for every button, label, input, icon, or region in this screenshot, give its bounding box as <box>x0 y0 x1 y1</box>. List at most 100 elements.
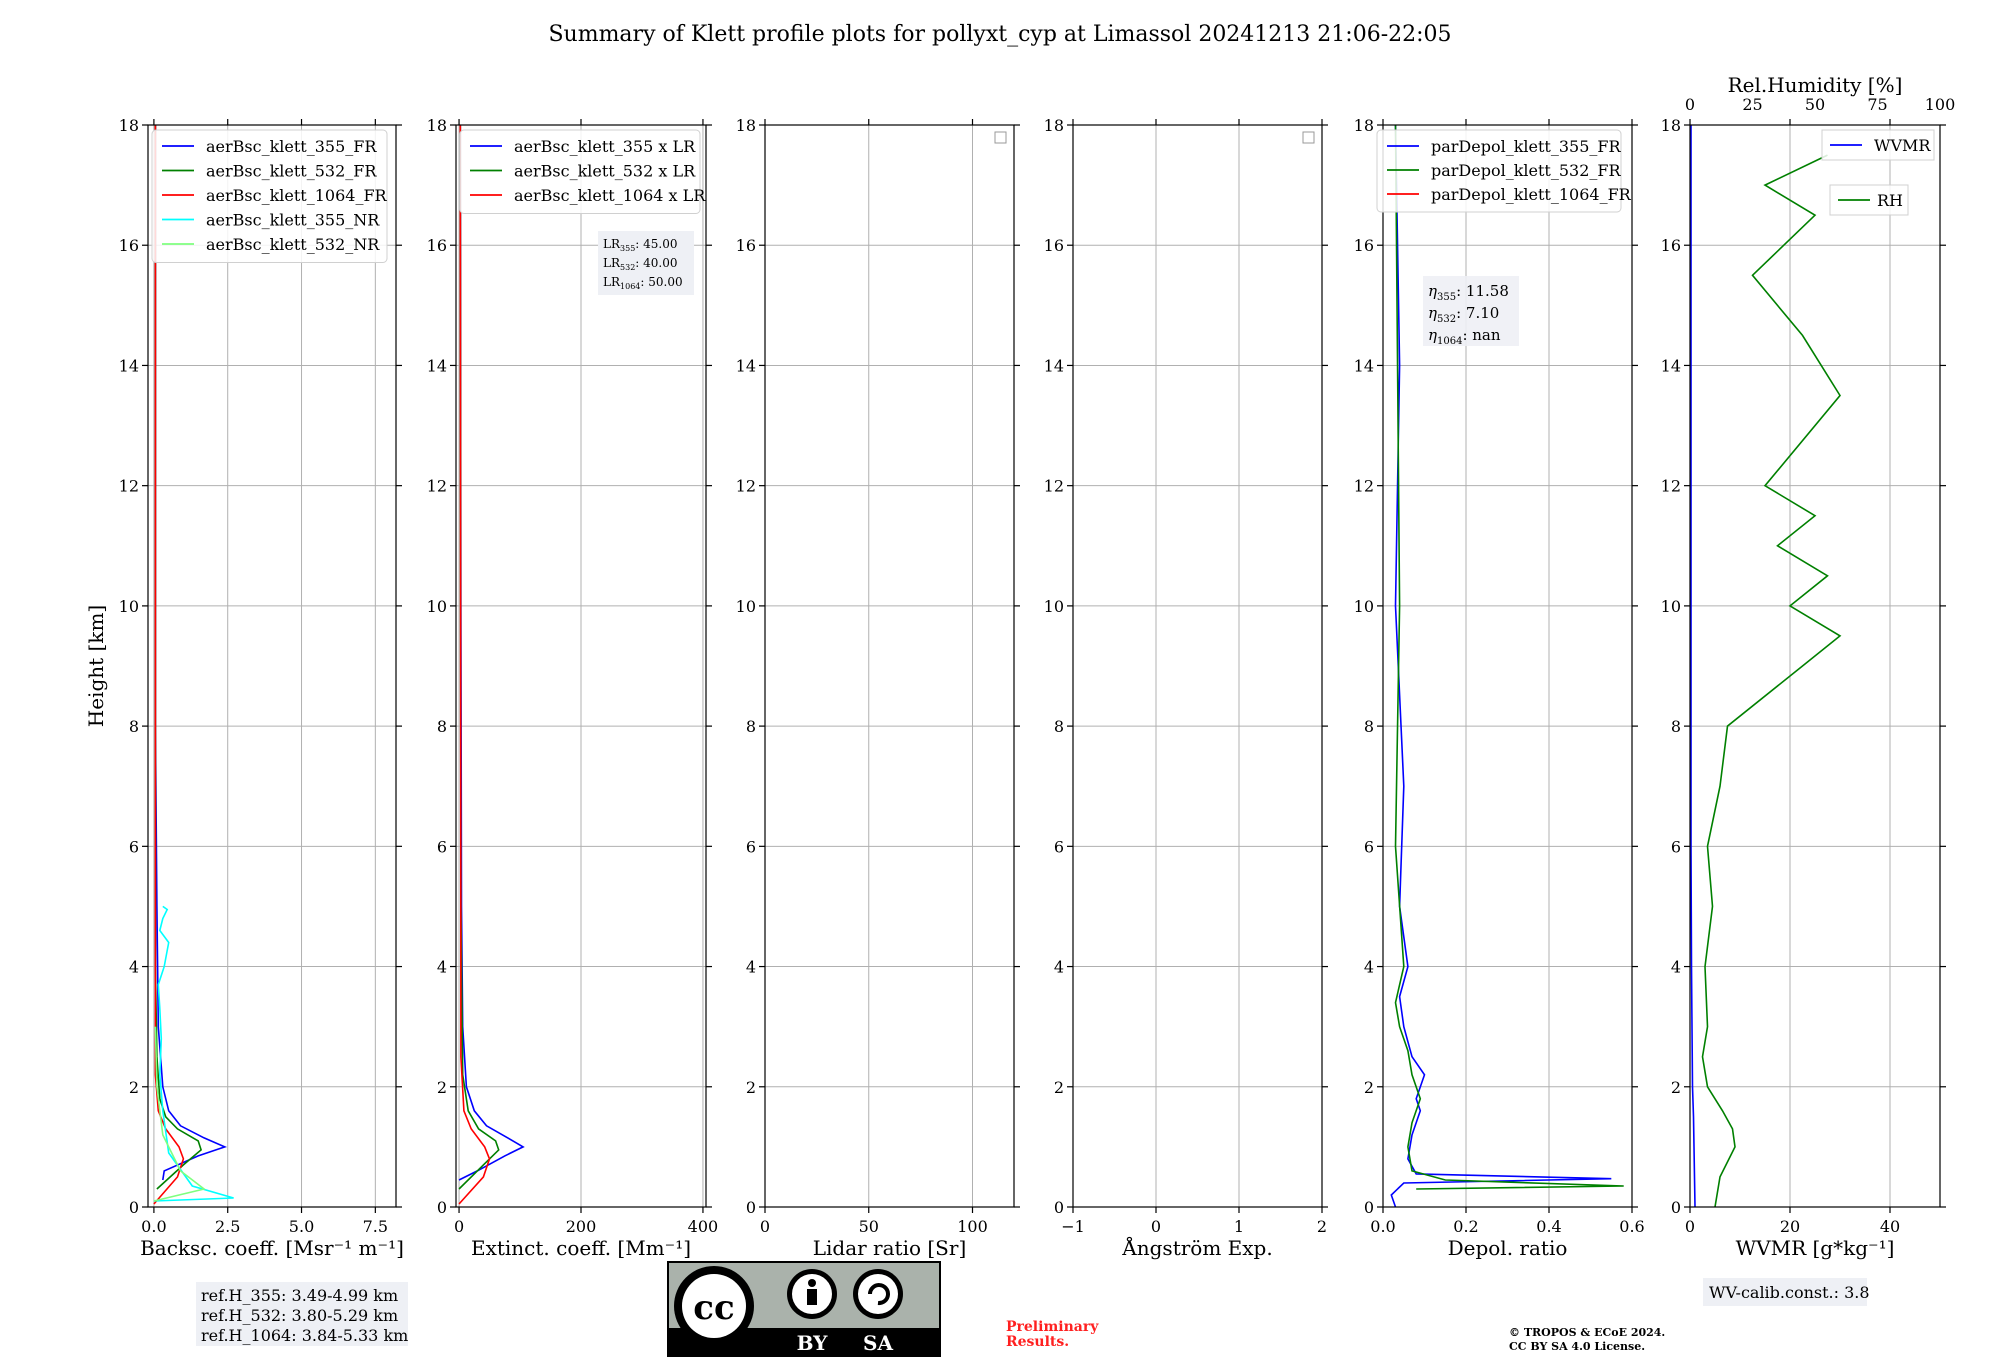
copyright-text: CC BY SA 4.0 License. <box>1509 1340 1645 1353</box>
y-tick-label: 16 <box>1044 236 1064 255</box>
preliminary-text: Results. <box>1006 1334 1069 1350</box>
x-tick-label: 40 <box>1880 1217 1900 1236</box>
x-tick-label: 5.0 <box>289 1217 314 1236</box>
sa-arrow <box>868 1283 890 1306</box>
top-tick-label: 100 <box>1925 95 1956 114</box>
y-tick-label: 18 <box>1044 116 1064 135</box>
y-tick-label: 4 <box>1671 958 1681 977</box>
wv-calib-box: WV-calib.const.: 3.8 <box>1703 1278 1870 1306</box>
y-tick-label: 14 <box>1661 356 1681 375</box>
series-line-aerbsc-klett-355-fr <box>154 125 228 1181</box>
x-tick-label: 0 <box>760 1217 770 1236</box>
x-tick-label: 0 <box>1685 1217 1695 1236</box>
x-tick-label: 400 <box>688 1217 719 1236</box>
legend-label: RH <box>1877 191 1903 210</box>
x-tick-label: 0.6 <box>1619 1217 1644 1236</box>
x-axis-label: WVMR [g*kg⁻¹] <box>1736 1236 1895 1260</box>
series-line-aerbsc-klett-1064-x-lr <box>458 124 491 1205</box>
badge-by-text: BY <box>797 1331 829 1355</box>
y-tick-label: 2 <box>437 1078 447 1097</box>
series-line-aerbsc-klett-532-x-lr <box>458 124 500 1190</box>
series-line-rh <box>1701 154 1842 1208</box>
x-axis-label: Extinct. coeff. [Mm⁻¹] <box>471 1236 691 1260</box>
y-tick-label: 12 <box>427 477 447 496</box>
y-tick-label: 18 <box>1661 116 1681 135</box>
y-tick-label: 2 <box>746 1078 756 1097</box>
legend-label: aerBsc_klett_532_FR <box>206 162 377 181</box>
y-tick-label: 6 <box>129 837 139 856</box>
lr-value-355: LR355: 45.00 <box>603 237 678 253</box>
y-tick-label: 2 <box>1364 1078 1374 1097</box>
top-tick-label: 50 <box>1805 95 1825 114</box>
ref-height-line: ref.H_1064: 3.84-5.33 km <box>201 1326 408 1345</box>
by-person-head <box>808 1279 816 1287</box>
legend-box <box>151 129 388 263</box>
y-tick-label: 10 <box>736 597 756 616</box>
top-tick-label: 0 <box>1685 95 1695 114</box>
y-tick-label: 16 <box>119 236 139 255</box>
top-axis-label: Rel.Humidity [%] <box>1728 73 1903 97</box>
y-tick-label: 12 <box>1661 477 1681 496</box>
x-tick-label: 0 <box>1151 1217 1161 1236</box>
legend-label: aerBsc_klett_532 x LR <box>514 162 696 181</box>
legend-label: parDepol_klett_355_FR <box>1431 137 1622 156</box>
legend-box <box>459 129 701 214</box>
ref-box-bg <box>196 1282 408 1346</box>
series-line-aerbsc-klett-355-nr <box>153 905 234 1202</box>
empty-legend-marker <box>1302 131 1315 144</box>
y-tick-label: 2 <box>1054 1078 1064 1097</box>
empty-legend-marker <box>994 131 1007 144</box>
eta-box-bg <box>1423 276 1519 346</box>
legend-rh: RH <box>1829 184 1909 216</box>
legend-label: aerBsc_klett_355_NR <box>206 211 380 230</box>
x-tick-label: 50 <box>859 1217 879 1236</box>
x-tick-label: 2 <box>1317 1217 1327 1236</box>
badge-sa-text: SA <box>863 1331 893 1355</box>
y-tick-label: 18 <box>119 116 139 135</box>
preliminary-text: Preliminary <box>1006 1319 1099 1335</box>
y-tick-label: 10 <box>427 597 447 616</box>
legend-label: parDepol_klett_1064_FR <box>1431 185 1632 204</box>
y-tick-label: 14 <box>119 356 139 375</box>
axes-frame <box>147 124 397 1208</box>
y-tick-label: 0 <box>1364 1198 1374 1217</box>
series-line-aerbsc-klett-355-x-lr <box>458 124 525 1181</box>
y-tick-label: 2 <box>1671 1078 1681 1097</box>
legend-wvmr: WVMR <box>1821 129 1935 161</box>
y-tick-label: 8 <box>746 717 756 736</box>
series-line-aerbsc-klett-532-nr <box>153 1026 206 1202</box>
y-tick-label: 18 <box>736 116 756 135</box>
y-tick-label: 6 <box>1364 837 1374 856</box>
wv-calib-text: WV-calib.const.: 3.8 <box>1709 1283 1870 1302</box>
y-tick-label: 10 <box>1044 597 1064 616</box>
axes-frame <box>1382 124 1633 1208</box>
ref-height-line: ref.H_355: 3.49-4.99 km <box>201 1286 398 1305</box>
y-tick-label: 12 <box>736 477 756 496</box>
x-tick-label: 2.5 <box>215 1217 240 1236</box>
series-line-aerbsc-klett-1064-fr <box>153 125 185 1205</box>
x-tick-label: 100 <box>957 1217 988 1236</box>
y-tick-label: 8 <box>1364 717 1374 736</box>
lidar-ratio-box <box>598 231 694 295</box>
y-tick-label: 18 <box>1354 116 1374 135</box>
lr-value-1064: LR1064: 50.00 <box>603 275 683 291</box>
copyright-text: © TROPOS & ECoE 2024. <box>1509 1326 1665 1339</box>
y-tick-label: 6 <box>746 837 756 856</box>
legend-backscatter: aerBsc_klett_355_FR aerBsc_klett_532_FRae… <box>151 129 388 263</box>
figure-title: Summary of Klett profile plots for polly… <box>548 22 1452 47</box>
cc-license-badge: cc BY SA <box>667 1261 941 1357</box>
y-tick-label: 16 <box>1661 236 1681 255</box>
y-tick-label: 0 <box>1054 1198 1064 1217</box>
top-tick-label: 25 <box>1742 95 1762 114</box>
y-tick-label: 14 <box>427 356 447 375</box>
x-tick-label: 20 <box>1780 1217 1800 1236</box>
legend-box <box>1376 129 1622 213</box>
y-tick-label: 16 <box>427 236 447 255</box>
x-axis-label: Depol. ratio <box>1448 1236 1568 1260</box>
y-tick-label: 8 <box>129 717 139 736</box>
x-tick-label: 0.4 <box>1536 1217 1561 1236</box>
y-tick-label: 8 <box>1671 717 1681 736</box>
eta-value-532: η532: 7.10 <box>1428 304 1499 325</box>
